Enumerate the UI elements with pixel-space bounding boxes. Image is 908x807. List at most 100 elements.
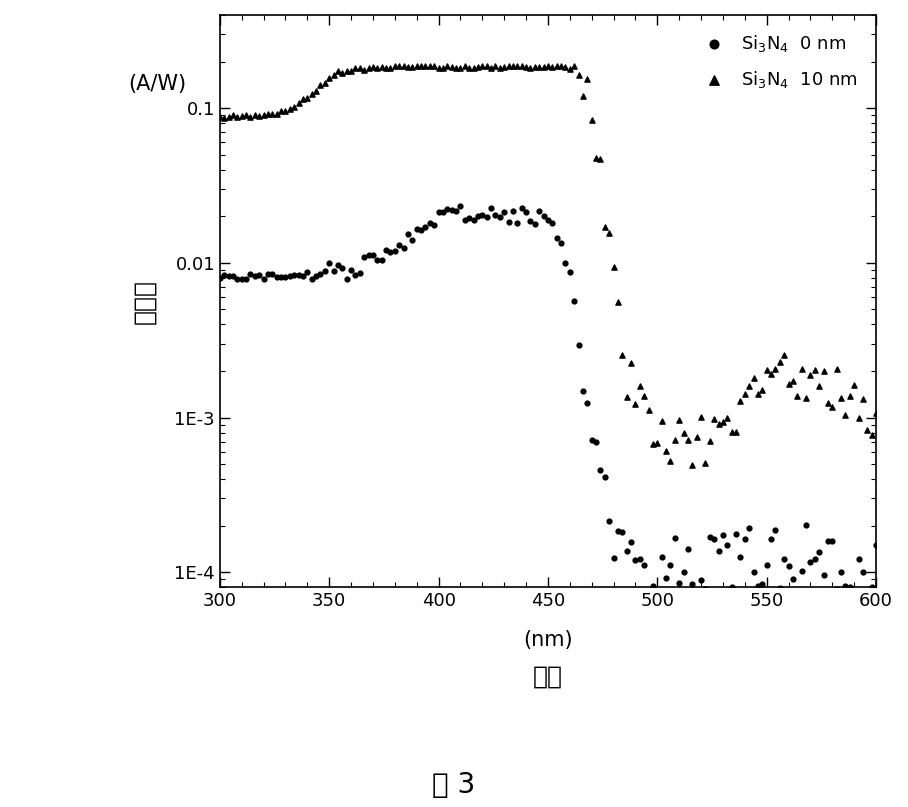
- Si$_3$N$_4$  0 nm: [326, 265, 340, 278]
- Si$_3$N$_4$  10 nm: [681, 433, 696, 446]
- Si$_3$N$_4$  0 nm: [449, 205, 463, 218]
- Si$_3$N$_4$  10 nm: [252, 109, 267, 122]
- Si$_3$N$_4$  10 nm: [571, 69, 586, 82]
- Si$_3$N$_4$  10 nm: [212, 111, 227, 124]
- Si$_3$N$_4$  10 nm: [226, 109, 241, 122]
- Si$_3$N$_4$  10 nm: [689, 431, 704, 444]
- Si$_3$N$_4$  0 nm: [243, 268, 258, 281]
- Si$_3$N$_4$  0 nm: [489, 209, 503, 222]
- Si$_3$N$_4$  10 nm: [340, 65, 354, 77]
- Si$_3$N$_4$  0 nm: [676, 566, 691, 579]
- Si$_3$N$_4$  10 nm: [510, 60, 525, 73]
- Si$_3$N$_4$  10 nm: [742, 379, 756, 392]
- Si$_3$N$_4$  0 nm: [357, 250, 371, 263]
- Si$_3$N$_4$  0 nm: [864, 581, 879, 594]
- Si$_3$N$_4$  10 nm: [436, 61, 450, 74]
- Si$_3$N$_4$  0 nm: [467, 214, 481, 227]
- Si$_3$N$_4$  10 nm: [309, 85, 323, 98]
- Si$_3$N$_4$  10 nm: [506, 60, 520, 73]
- Si$_3$N$_4$  0 nm: [549, 232, 564, 245]
- Si$_3$N$_4$  0 nm: [781, 559, 795, 572]
- Si$_3$N$_4$  0 nm: [440, 203, 455, 215]
- Si$_3$N$_4$  10 nm: [864, 429, 879, 441]
- Si$_3$N$_4$  0 nm: [698, 582, 713, 595]
- Si$_3$N$_4$  10 nm: [222, 111, 236, 123]
- Si$_3$N$_4$  10 nm: [453, 61, 468, 74]
- Si$_3$N$_4$  10 nm: [751, 388, 765, 401]
- Si$_3$N$_4$  0 nm: [388, 245, 402, 257]
- Si$_3$N$_4$  10 nm: [558, 61, 573, 73]
- Si$_3$N$_4$  10 nm: [243, 111, 258, 123]
- Si$_3$N$_4$  0 nm: [313, 267, 328, 280]
- Si$_3$N$_4$  10 nm: [287, 101, 301, 114]
- Si$_3$N$_4$  0 nm: [829, 583, 844, 596]
- Si$_3$N$_4$  0 nm: [860, 590, 874, 603]
- Si$_3$N$_4$  10 nm: [313, 79, 328, 92]
- Si$_3$N$_4$  10 nm: [470, 61, 485, 73]
- Si$_3$N$_4$  0 nm: [703, 530, 717, 543]
- Si$_3$N$_4$  10 nm: [366, 61, 380, 74]
- Si$_3$N$_4$  10 nm: [633, 379, 647, 392]
- Si$_3$N$_4$  10 nm: [397, 60, 411, 73]
- Si$_3$N$_4$  0 nm: [349, 269, 363, 282]
- Si$_3$N$_4$  10 nm: [588, 151, 603, 164]
- Si$_3$N$_4$  0 nm: [458, 213, 472, 226]
- Si$_3$N$_4$  0 nm: [663, 558, 677, 571]
- Text: 波长: 波长: [533, 664, 563, 688]
- Si$_3$N$_4$  0 nm: [230, 273, 244, 286]
- Si$_3$N$_4$  0 nm: [379, 244, 393, 257]
- Si$_3$N$_4$  0 nm: [222, 270, 236, 282]
- Si$_3$N$_4$  10 nm: [576, 90, 590, 102]
- Si$_3$N$_4$  0 nm: [689, 587, 704, 600]
- Si$_3$N$_4$  0 nm: [436, 206, 450, 219]
- Si$_3$N$_4$  0 nm: [374, 253, 389, 266]
- Si$_3$N$_4$  10 nm: [318, 76, 332, 89]
- Si$_3$N$_4$  10 nm: [296, 93, 311, 106]
- Si$_3$N$_4$  10 nm: [768, 362, 783, 375]
- Si$_3$N$_4$  0 nm: [764, 532, 778, 545]
- Si$_3$N$_4$  10 nm: [816, 365, 831, 378]
- Si$_3$N$_4$  10 nm: [852, 412, 866, 424]
- Si$_3$N$_4$  10 nm: [431, 61, 446, 74]
- Si$_3$N$_4$  10 nm: [759, 363, 774, 376]
- Si$_3$N$_4$  0 nm: [287, 269, 301, 282]
- Si$_3$N$_4$  10 nm: [335, 66, 350, 79]
- Si$_3$N$_4$  0 nm: [816, 569, 831, 582]
- Si$_3$N$_4$  0 nm: [790, 585, 804, 598]
- Si$_3$N$_4$  10 nm: [230, 111, 244, 124]
- Si$_3$N$_4$  10 nm: [737, 388, 752, 401]
- Si$_3$N$_4$  10 nm: [537, 61, 551, 74]
- Si$_3$N$_4$  10 nm: [716, 416, 730, 429]
- Si$_3$N$_4$  10 nm: [392, 59, 407, 72]
- Si$_3$N$_4$  0 nm: [282, 270, 297, 283]
- Si$_3$N$_4$  0 nm: [571, 338, 586, 351]
- Si$_3$N$_4$  0 nm: [777, 553, 792, 566]
- Si$_3$N$_4$  10 nm: [379, 61, 393, 74]
- Si$_3$N$_4$  0 nm: [742, 521, 756, 534]
- Si$_3$N$_4$  0 nm: [444, 203, 459, 216]
- Si$_3$N$_4$  0 nm: [540, 213, 555, 226]
- Si$_3$N$_4$  0 nm: [528, 218, 542, 231]
- Si$_3$N$_4$  0 nm: [554, 236, 568, 249]
- Si$_3$N$_4$  0 nm: [278, 270, 292, 283]
- Si$_3$N$_4$  0 nm: [834, 566, 848, 579]
- Si$_3$N$_4$  0 nm: [567, 295, 581, 307]
- Si$_3$N$_4$  10 nm: [462, 61, 477, 74]
- Si$_3$N$_4$  0 nm: [615, 525, 629, 538]
- Si$_3$N$_4$  10 nm: [755, 384, 770, 397]
- Si$_3$N$_4$  0 nm: [720, 539, 735, 552]
- Si$_3$N$_4$  10 nm: [764, 367, 778, 380]
- Si$_3$N$_4$  0 nm: [558, 256, 573, 269]
- Si$_3$N$_4$  10 nm: [707, 413, 722, 426]
- Si$_3$N$_4$  0 nm: [212, 271, 227, 284]
- Si$_3$N$_4$  10 nm: [611, 295, 626, 308]
- Si$_3$N$_4$  10 nm: [523, 61, 538, 74]
- Si$_3$N$_4$  0 nm: [453, 200, 468, 213]
- Legend: Si$_3$N$_4$  0 nm, Si$_3$N$_4$  10 nm: Si$_3$N$_4$ 0 nm, Si$_3$N$_4$ 10 nm: [687, 24, 867, 98]
- Si$_3$N$_4$  10 nm: [352, 62, 367, 75]
- Si$_3$N$_4$  0 nm: [794, 564, 809, 577]
- Si$_3$N$_4$  0 nm: [322, 257, 337, 270]
- Si$_3$N$_4$  10 nm: [790, 389, 804, 402]
- Si$_3$N$_4$  0 nm: [655, 550, 669, 563]
- Si$_3$N$_4$  10 nm: [256, 108, 271, 121]
